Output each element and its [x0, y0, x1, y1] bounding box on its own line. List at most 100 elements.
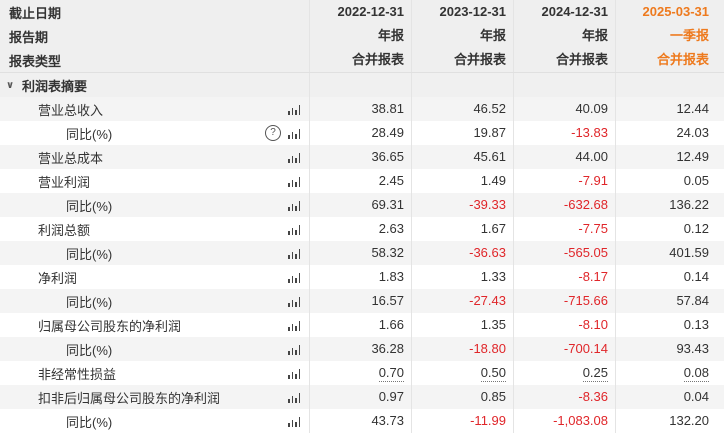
bar-chart-icon[interactable] [288, 224, 300, 235]
cell-value: 0.14 [683, 269, 709, 284]
cell-value[interactable]: 0.70 [378, 365, 404, 382]
bar-chart-icon[interactable] [288, 152, 300, 163]
value-cell: 45.61 [411, 145, 513, 169]
row-label: 同比(%) [66, 414, 113, 430]
cell-value: 93.43 [676, 341, 709, 356]
table-row: 同比(%) 16.57 -27.43 -715.66 57.84 [0, 289, 724, 313]
table-row: 同比(%) 69.31 -39.33 -632.68 136.22 [0, 193, 724, 217]
bar-chart-icon[interactable] [288, 272, 300, 283]
cell-value: 0.05 [683, 173, 709, 188]
header-label: 报告期 [9, 29, 49, 45]
header-row-type: 报表类型 合并报表 合并报表 合并报表 合并报表 [0, 48, 724, 72]
row-label-cell: 同比(%)? [0, 121, 309, 145]
cell-value: -18.80 [469, 341, 506, 356]
bar-chart-icon[interactable] [288, 392, 300, 403]
header-cell: 合并报表 [309, 48, 411, 72]
value-cell: 36.65 [309, 145, 411, 169]
header-cell-highlight: 2025-03-31 [615, 0, 719, 24]
chevron-down-icon[interactable]: ∨ [6, 79, 15, 91]
bar-chart-icon[interactable] [288, 368, 300, 379]
value-cell: -715.66 [513, 289, 615, 313]
value-cell: 12.49 [615, 145, 719, 169]
cell-value: 44.00 [575, 149, 608, 164]
help-icon[interactable]: ? [265, 125, 281, 141]
value-cell: 136.22 [615, 193, 719, 217]
section-label-cell[interactable]: ∨ 利润表摘要 [0, 73, 309, 97]
cell-value: -36.63 [469, 245, 506, 260]
cell-value: -1,083.08 [553, 413, 608, 428]
table-row: 净利润 1.83 1.33 -8.17 0.14 [0, 265, 724, 289]
header-cell: 2024-12-31 [513, 0, 615, 24]
row-label-cell: 同比(%) [0, 193, 309, 217]
section-toggle[interactable]: ∨ 利润表摘要 [0, 73, 724, 97]
value-cell: 0.85 [411, 385, 513, 409]
cell-value: -715.66 [563, 293, 608, 308]
value-cell: 57.84 [615, 289, 719, 313]
cell-value: 28.49 [371, 125, 404, 140]
value-cell: 0.08 [615, 361, 719, 385]
cell-value: 401.59 [669, 245, 709, 260]
row-label-cell: 非经常性损益 [0, 361, 309, 385]
value-cell: 58.32 [309, 241, 411, 265]
row-label: 非经常性损益 [38, 366, 117, 382]
cell-value: 12.44 [676, 101, 709, 116]
cell-value: 1.33 [480, 269, 506, 284]
value-cell: -36.63 [411, 241, 513, 265]
table-row: 扣非后归属母公司股东的净利润 0.97 0.85 -8.36 0.04 [0, 385, 724, 409]
value-cell: 43.73 [309, 409, 411, 433]
bar-chart-icon[interactable] [288, 320, 300, 331]
cell-value: 0.12 [683, 221, 709, 236]
value-cell: -700.14 [513, 337, 615, 361]
cell-value: -39.33 [469, 197, 506, 212]
row-label-cell: 同比(%) [0, 241, 309, 265]
row-label: 同比(%) [66, 246, 113, 262]
value-cell: 28.49 [309, 121, 411, 145]
bar-chart-icon[interactable] [288, 296, 300, 307]
row-label-cell: 营业利润 [0, 169, 309, 193]
table-row: 非经常性损益 0.70 0.50 0.25 0.08 [0, 361, 724, 385]
cell-value[interactable]: 0.08 [683, 365, 709, 382]
value-cell: -13.83 [513, 121, 615, 145]
bar-chart-icon[interactable] [288, 200, 300, 211]
cell-value[interactable]: 0.25 [582, 365, 608, 382]
value-cell: -18.80 [411, 337, 513, 361]
cell-value: 57.84 [676, 293, 709, 308]
value-cell: -8.10 [513, 313, 615, 337]
bar-chart-icon[interactable] [288, 344, 300, 355]
bar-chart-icon[interactable] [288, 128, 300, 139]
table-row: 同比(%) 43.73 -11.99 -1,083.08 132.20 [0, 409, 724, 433]
cell-value[interactable]: 0.50 [480, 365, 506, 382]
cell-value: -700.14 [563, 341, 608, 356]
table-row: 同比(%) 36.28 -18.80 -700.14 93.43 [0, 337, 724, 361]
bar-chart-icon[interactable] [288, 176, 300, 187]
cell-value: -8.36 [578, 389, 608, 404]
value-cell: -1,083.08 [513, 409, 615, 433]
cell-value: 136.22 [669, 197, 709, 212]
value-cell: 93.43 [615, 337, 719, 361]
cell-value: 36.28 [371, 341, 404, 356]
table-row: 同比(%) 58.32 -36.63 -565.05 401.59 [0, 241, 724, 265]
value-cell: 69.31 [309, 193, 411, 217]
value-cell: -8.17 [513, 265, 615, 289]
bar-chart-icon[interactable] [288, 416, 300, 427]
cell-value: 16.57 [371, 293, 404, 308]
cell-value: -8.10 [578, 317, 608, 332]
cell-value: -565.05 [563, 245, 608, 260]
value-cell: 24.03 [615, 121, 719, 145]
row-label: 同比(%) [66, 126, 113, 142]
bar-chart-icon[interactable] [288, 104, 300, 115]
value-cell: 0.14 [615, 265, 719, 289]
header-cell-highlight: 一季报 [615, 24, 719, 48]
value-cell: -565.05 [513, 241, 615, 265]
cell-value: 0.13 [683, 317, 709, 332]
header-cell: 年报 [411, 24, 513, 48]
bar-chart-icon[interactable] [288, 248, 300, 259]
cell-value: -7.75 [578, 221, 608, 236]
row-label-cell: 扣非后归属母公司股东的净利润 [0, 385, 309, 409]
value-cell: -39.33 [411, 193, 513, 217]
header-cell: 2023-12-31 [411, 0, 513, 24]
cell-value: 0.97 [378, 389, 404, 404]
cell-value: 24.03 [676, 125, 709, 140]
row-label: 营业总收入 [38, 102, 104, 118]
